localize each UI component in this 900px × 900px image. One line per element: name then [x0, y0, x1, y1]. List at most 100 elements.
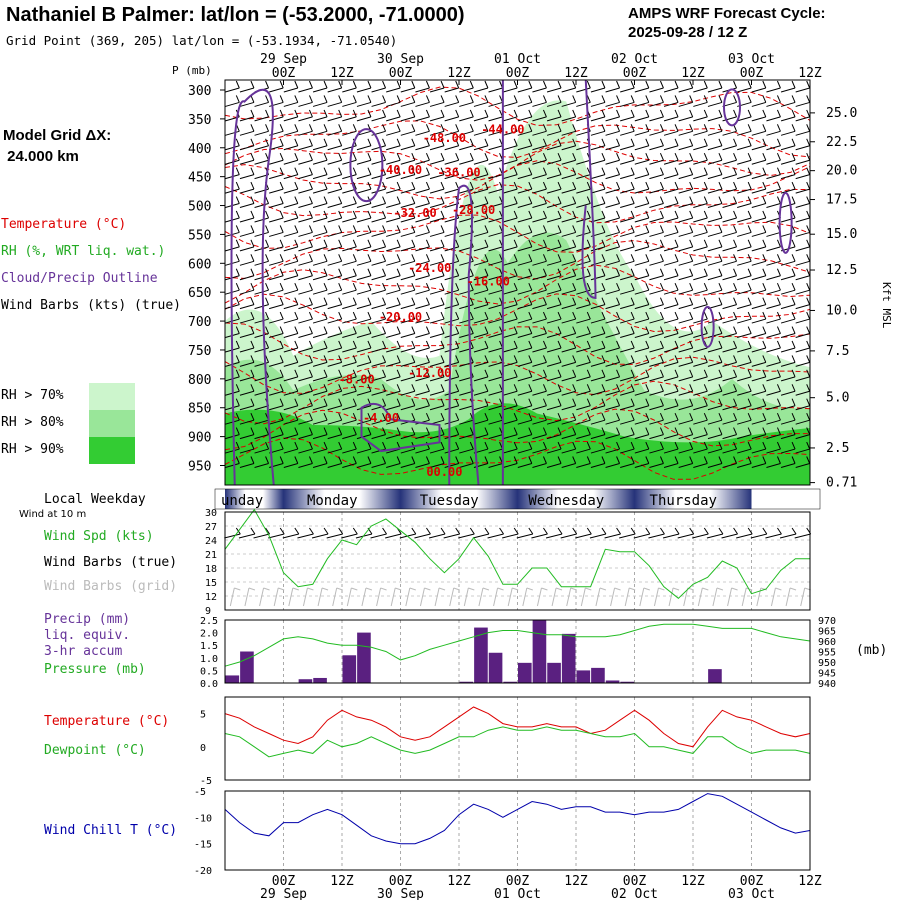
wind-barb — [371, 174, 386, 180]
wind-barb — [737, 159, 752, 165]
wind-barb — [590, 159, 606, 165]
precip-bar — [708, 669, 722, 683]
cloud-outline-layer — [230, 79, 793, 486]
wind-barb — [576, 304, 591, 310]
wind-barb — [707, 203, 723, 209]
wind-barb — [488, 390, 503, 396]
wind-barb — [532, 159, 547, 165]
wind-barb — [298, 361, 313, 367]
wind-barb — [634, 275, 649, 281]
wind-barb — [590, 333, 606, 338]
wind-barb — [590, 434, 606, 440]
wind-barb — [546, 463, 562, 468]
grid-wind-barb — [302, 587, 308, 607]
wind-barb — [576, 347, 591, 353]
model-grid-value: 24.000 km — [3, 148, 79, 165]
wind-barb — [634, 246, 649, 252]
wind-barb — [722, 390, 737, 396]
wind-barb — [356, 347, 372, 353]
wind-barb — [312, 260, 328, 266]
wind-barb — [503, 376, 518, 382]
wind-barb — [342, 434, 357, 440]
wind-barb — [678, 390, 693, 396]
wind-barb — [356, 448, 372, 454]
wind-barb — [707, 376, 723, 382]
wind-barb — [751, 231, 766, 237]
wind-barb — [459, 101, 474, 107]
height-tick-label: 12.5 — [826, 263, 857, 278]
wind-barb — [561, 304, 576, 310]
wind-chill-tick-label: -10 — [194, 813, 212, 824]
wind-barb — [269, 361, 284, 367]
wind-barb — [532, 260, 547, 266]
wind-barb — [327, 87, 342, 93]
wind-barb — [283, 101, 298, 107]
wind-barb — [312, 203, 328, 209]
wind-barb — [751, 318, 766, 324]
wind-barb — [634, 231, 649, 237]
wind-barb — [283, 419, 298, 425]
wind-barb — [503, 333, 518, 338]
wind-barb — [590, 188, 606, 194]
temperature-contour-label: -48.00 — [423, 131, 466, 145]
wind-barb — [283, 361, 298, 367]
weekday-cell — [517, 489, 635, 509]
wind-barb — [737, 347, 752, 353]
wind-barb — [327, 217, 342, 223]
wind-barb — [649, 159, 664, 165]
wind-barb — [254, 130, 269, 136]
wind-barb — [751, 130, 766, 136]
wind-barb — [415, 361, 430, 367]
wind-barb — [327, 304, 342, 310]
precip-tick-label: 2.0 — [200, 629, 218, 640]
wind-barb — [766, 376, 781, 382]
wind-barb — [634, 434, 649, 440]
wind-barb — [693, 318, 708, 324]
wind-barb — [312, 304, 328, 310]
wind-barb — [780, 87, 796, 93]
wind-barb — [312, 145, 328, 151]
wind-barb — [429, 101, 445, 107]
wind-barb — [707, 390, 723, 396]
height-tick-label: 25.0 — [826, 106, 857, 121]
top-time-tick-label: 12Z — [564, 66, 588, 81]
wind-barb — [751, 116, 766, 122]
wind-barb — [312, 130, 328, 136]
wind-barb — [225, 130, 240, 136]
wind-barb — [620, 289, 635, 295]
wind-barb — [488, 376, 503, 382]
height-tick-label: 5.0 — [826, 391, 849, 406]
wind-barb — [488, 275, 503, 281]
wind-barb — [473, 130, 489, 136]
wind-barb — [649, 87, 664, 93]
wind-barb — [795, 434, 810, 440]
wind-barb — [561, 145, 576, 151]
wind-barb — [722, 448, 737, 454]
wind-barb — [546, 448, 562, 454]
wind-barb — [649, 188, 664, 194]
wind-speed-tick-label: 9 — [205, 606, 211, 617]
grid-wind-barb — [493, 587, 499, 607]
wind-barb — [532, 347, 547, 353]
wind-barb — [795, 333, 810, 338]
surface-wind-barb — [385, 533, 402, 539]
bottom-time-tick-label: 00Z — [740, 874, 764, 889]
wind-barb — [795, 289, 810, 295]
wind-barb — [283, 463, 298, 468]
wind-barb — [722, 188, 737, 194]
wind-barb — [459, 217, 474, 223]
wind-barb — [503, 434, 518, 440]
forecast-cycle-title: AMPS WRF Forecast Cycle: — [628, 5, 826, 22]
wind-barb — [649, 434, 664, 440]
wind-barb — [444, 174, 459, 180]
wind-barb — [663, 419, 679, 425]
wind-barb — [254, 333, 269, 338]
wind-barb — [663, 390, 679, 396]
wind-barb — [239, 188, 255, 194]
cloud-outline — [700, 305, 715, 348]
wind-barb — [605, 275, 620, 281]
precip-bar — [459, 681, 474, 683]
grid-wind-barb — [390, 587, 396, 607]
wind-barb — [546, 159, 562, 165]
wind-barb — [722, 304, 737, 310]
